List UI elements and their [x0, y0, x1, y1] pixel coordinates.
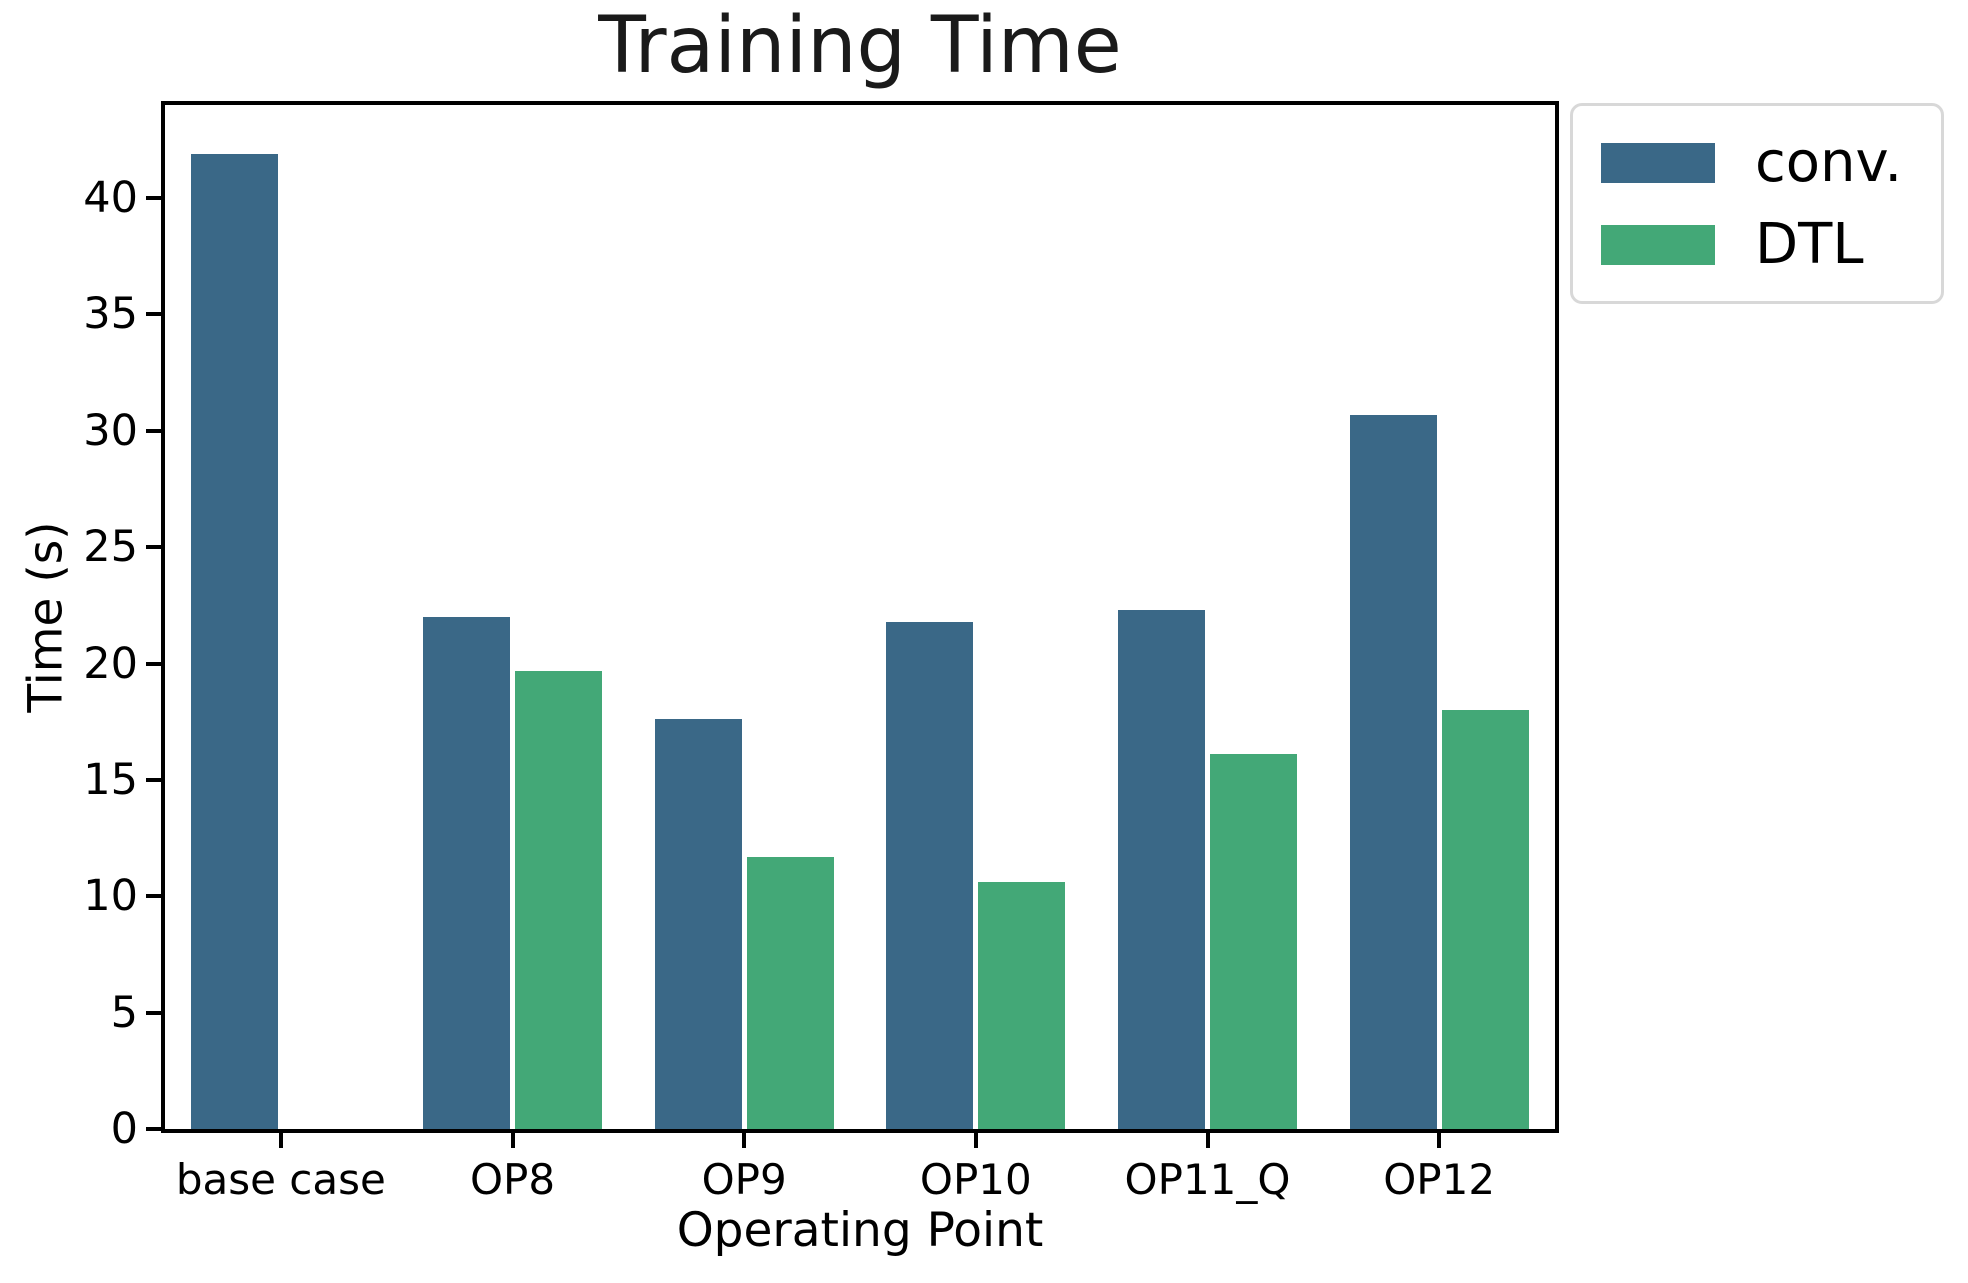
legend-item-dtl: DTL: [1601, 211, 1941, 277]
y-tick-mark: [146, 894, 161, 899]
y-tick-label: 10: [83, 871, 138, 922]
x-tick-label: base case: [175, 1155, 386, 1204]
y-tick-mark: [146, 1127, 161, 1131]
y-tick-label: 15: [83, 754, 138, 805]
legend-label-dtl: DTL: [1755, 211, 1864, 277]
x-tick-mark: [510, 1133, 515, 1148]
bar-group-OP12: [1323, 105, 1555, 1129]
legend: conv. DTL: [1570, 103, 1944, 304]
bar-DTL-OP9: [746, 856, 834, 1129]
bar-group-OP9: [628, 105, 860, 1129]
x-tick-mark: [1205, 1133, 1210, 1148]
x-tick-label: OP10: [919, 1155, 1032, 1204]
bar-DTL-OP10: [978, 882, 1066, 1129]
bar-group-base case: [165, 105, 397, 1129]
legend-item-conv: conv.: [1601, 129, 1941, 195]
bar-DTL-OP11_Q: [1209, 754, 1297, 1129]
x-tick-label: OP8: [469, 1155, 556, 1204]
x-tick-label: OP9: [701, 1155, 787, 1204]
y-axis-label: Time (s): [18, 521, 74, 713]
y-tick-mark: [146, 196, 161, 201]
bar-conv-OP11_Q: [1117, 610, 1205, 1129]
bar-conv-OP10: [886, 621, 974, 1129]
x-tick-label: OP11_Q: [1124, 1155, 1291, 1204]
x-tick-mark: [278, 1133, 283, 1148]
bar-group-OP11_Q: [1092, 105, 1324, 1129]
y-tick-mark: [146, 312, 161, 317]
y-tick-mark: [146, 545, 161, 550]
y-tick-label: 5: [110, 987, 138, 1038]
bar-group-OP10: [860, 105, 1092, 1129]
y-tick-mark: [146, 1010, 161, 1015]
y-tick-label: 30: [83, 405, 138, 456]
y-tick-label: 25: [83, 522, 138, 573]
y-tick-mark: [146, 661, 161, 666]
y-tick-label: 20: [83, 638, 138, 689]
y-tick-label: 0: [110, 1104, 138, 1154]
bar-DTL-OP8: [514, 670, 602, 1129]
legend-swatch-conv: [1601, 142, 1715, 183]
x-tick-mark: [1437, 1133, 1442, 1148]
bar-conv-OP8: [422, 617, 510, 1129]
y-tick-label: 35: [83, 289, 138, 340]
x-tick-mark: [742, 1133, 747, 1148]
bar-conv-base case: [191, 153, 279, 1129]
y-tick-mark: [146, 777, 161, 782]
legend-label-conv: conv.: [1755, 129, 1903, 195]
y-tick-label: 40: [83, 173, 138, 224]
bar-DTL-OP12: [1441, 710, 1529, 1129]
chart-title: Training Time: [598, 1, 1122, 91]
x-axis-label: Operating Point: [676, 1203, 1044, 1258]
x-tick-label: OP12: [1383, 1155, 1496, 1204]
y-tick-mark: [146, 428, 161, 433]
legend-swatch-dtl: [1601, 224, 1715, 265]
bar-conv-OP9: [654, 719, 742, 1129]
plot-area: 0 5 10 15 20 25 30 35 40 base case OP8 OP9 OP10 OP11_…: [83, 101, 1559, 1204]
bar-conv-OP12: [1349, 414, 1437, 1129]
bar-group-OP8: [397, 105, 629, 1129]
x-tick-mark: [973, 1133, 978, 1148]
